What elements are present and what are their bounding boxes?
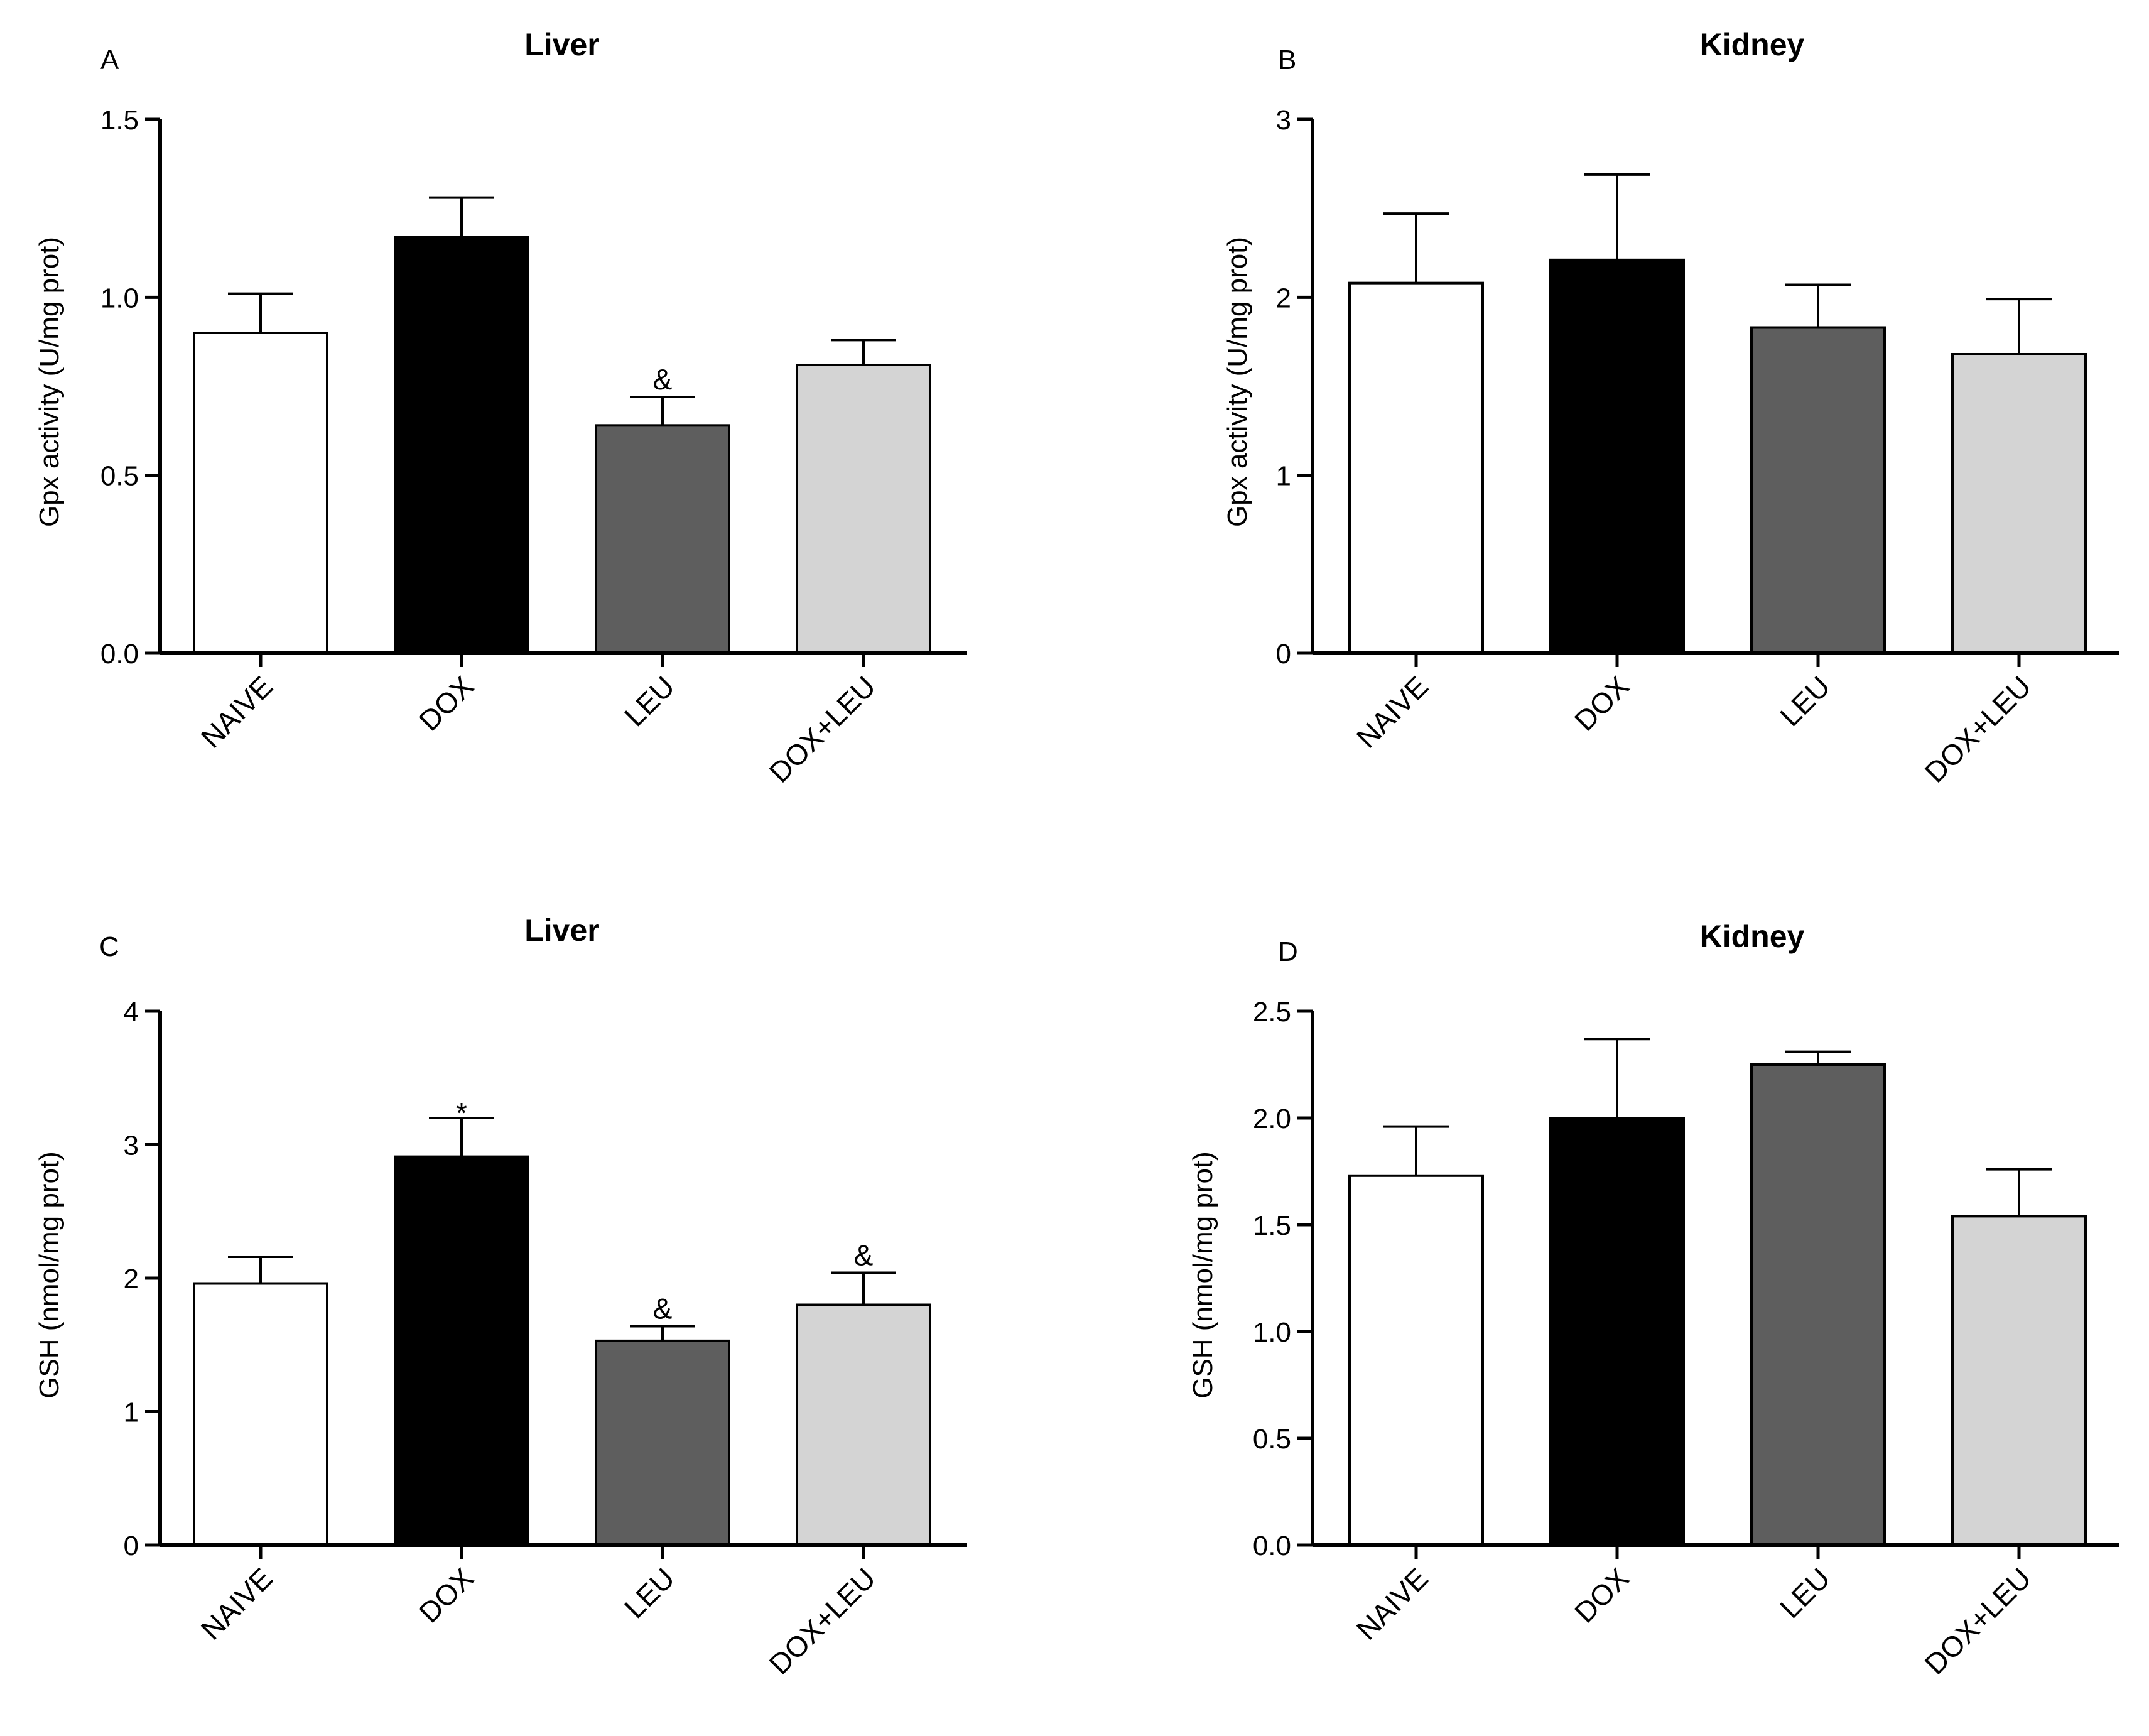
panel-d-kidney-gsh: D Kidney GSH (nmol/mg prot) 0.0 0.5 1.0 1.5… xyxy=(1188,919,2119,1681)
y-tick-label: 2.0 xyxy=(1253,1104,1291,1134)
x-tick-label: LEU xyxy=(618,670,681,732)
y-tick-label: 1.5 xyxy=(1253,1210,1291,1241)
panel-title: Liver xyxy=(524,27,600,62)
x-tick-label: DOX+LEU xyxy=(763,1561,882,1681)
bar-dox-leu xyxy=(796,1303,931,1546)
x-tick-label: NAIVE xyxy=(195,1561,279,1646)
bar-leu xyxy=(1750,326,1886,654)
panel-letter: D xyxy=(1278,936,1298,967)
bar-dox-leu xyxy=(1951,1215,2087,1546)
y-tick-label: 4 xyxy=(124,997,139,1028)
x-tick-label: DOX xyxy=(413,1561,480,1629)
y-tick-label: 3 xyxy=(124,1131,139,1161)
bar-naive xyxy=(1348,1174,1484,1547)
panel-letter: A xyxy=(100,45,119,75)
bar-dox xyxy=(1549,1117,1685,1546)
x-tick-label: DOX xyxy=(1568,1561,1635,1629)
x-tick-label: NAIVE xyxy=(1350,670,1434,754)
bar-dox-leu xyxy=(1951,353,2087,654)
plot-area: & 0.0 0.5 1.0 1.5 NAIVE DOX LEU DOX+LEU xyxy=(100,105,967,789)
y-tick-label: 2 xyxy=(1276,283,1291,313)
plot-area: * & & 0 1 2 3 4 NAIVE DOX LEU DOX+LEU xyxy=(124,997,967,1681)
significance-mark: & xyxy=(653,1293,673,1325)
x-tick-label: NAIVE xyxy=(195,670,279,754)
y-axis-title: GSH (nmol/mg prot) xyxy=(1188,1151,1218,1399)
plot-area: 0 1 2 3 NAIVE DOX LEU DOX+LEU xyxy=(1276,105,2119,789)
y-tick-label: 1.0 xyxy=(100,283,139,313)
y-tick-label: 1 xyxy=(124,1397,139,1428)
bar-dox-leu xyxy=(796,364,931,654)
bar-leu xyxy=(595,1339,730,1546)
bar-leu xyxy=(595,424,730,654)
y-tick-label: 0.0 xyxy=(100,639,139,670)
y-tick-label: 0.5 xyxy=(100,461,139,492)
bar-dox xyxy=(394,1155,529,1546)
y-tick-label: 0 xyxy=(124,1531,139,1561)
y-tick-label: 1 xyxy=(1276,461,1291,492)
x-tick-label: LEU xyxy=(1773,670,1836,732)
panel-title: Kidney xyxy=(1700,27,1805,62)
x-tick-label: DOX+LEU xyxy=(763,670,882,789)
y-tick-label: 3 xyxy=(1276,105,1291,136)
x-tick-label: DOX+LEU xyxy=(1919,1561,2038,1681)
panel-b-kidney-gpx: B Kidney Gpx activity (U/mg prot) 0 1 2 3 NA… xyxy=(1222,27,2119,789)
panel-title: Liver xyxy=(524,913,600,948)
y-tick-label: 0.0 xyxy=(1253,1531,1291,1561)
panel-a-liver-gpx: A Liver Gpx activity (U/mg prot) & 0.0 0.5… xyxy=(34,27,967,789)
significance-mark: & xyxy=(653,363,673,396)
y-tick-label: 0 xyxy=(1276,639,1291,670)
panel-letter: C xyxy=(99,931,119,962)
x-tick-label: DOX xyxy=(1568,670,1635,737)
bar-naive xyxy=(193,332,328,654)
x-tick-label: LEU xyxy=(618,1561,681,1624)
y-tick-label: 1.0 xyxy=(1253,1317,1291,1348)
panel-c-liver-gsh: C Liver GSH (nmol/mg prot) * & & 0 1 2 3 4 NAIVE… xyxy=(34,913,967,1681)
y-tick-label: 0.5 xyxy=(1253,1424,1291,1455)
y-tick-label: 2.5 xyxy=(1253,997,1291,1028)
panel-letter: B xyxy=(1278,45,1296,75)
significance-mark: * xyxy=(456,1097,467,1129)
panel-title: Kidney xyxy=(1700,919,1805,954)
x-tick-label: NAIVE xyxy=(1350,1561,1434,1646)
x-tick-label: DOX+LEU xyxy=(1919,670,2038,789)
y-tick-label: 1.5 xyxy=(100,105,139,136)
y-axis-title: Gpx activity (U/mg prot) xyxy=(1222,237,1253,527)
bar-naive xyxy=(1348,281,1484,654)
bar-dox xyxy=(394,236,529,654)
bar-naive xyxy=(193,1282,328,1546)
x-tick-label: DOX xyxy=(413,670,480,737)
significance-mark: & xyxy=(854,1239,874,1272)
bar-dox xyxy=(1549,258,1685,655)
bar-leu xyxy=(1750,1063,1886,1546)
plot-area: 0.0 0.5 1.0 1.5 2.0 2.5 NAIVE DOX LEU DOX+LEU xyxy=(1253,997,2119,1681)
y-axis-title: GSH (nmol/mg prot) xyxy=(34,1151,65,1399)
y-axis-title: Gpx activity (U/mg prot) xyxy=(34,237,65,527)
x-tick-label: LEU xyxy=(1773,1561,1836,1624)
y-tick-label: 2 xyxy=(124,1264,139,1294)
